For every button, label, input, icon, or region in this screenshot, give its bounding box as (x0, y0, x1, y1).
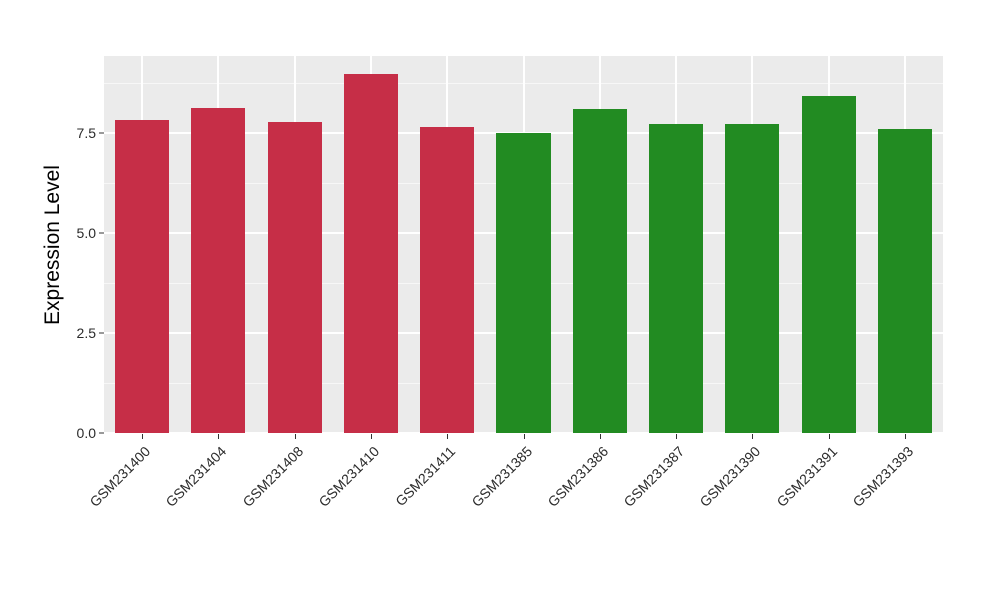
x-axis-tick-mark (523, 434, 525, 439)
bar (801, 95, 856, 433)
x-axis-tick-mark (218, 434, 220, 439)
bar (343, 73, 399, 433)
x-axis-tick-mark (294, 434, 296, 439)
x-axis-tick-label: GSM231404 (162, 443, 230, 510)
x-axis-tick-label: GSM231411 (392, 443, 459, 510)
bar-chart: Expression Level 0.0 2.5 5.0 7.5 GSM231400 G… (41, 0, 943, 580)
plot-panel (104, 56, 943, 433)
x-axis-tick-label: GSM231408 (239, 443, 306, 510)
y-axis-tick-label: 7.5 (76, 124, 96, 141)
bar (420, 126, 475, 433)
x-axis-tick-mark (370, 434, 372, 439)
x-axis-tick-label: GSM231385 (467, 443, 535, 510)
x-axis-tick-label: GSM231386 (544, 443, 612, 510)
y-axis-tick-mark (99, 432, 104, 434)
y-axis-tick-mark (99, 132, 104, 134)
y-axis-tick-label: 5.0 (76, 224, 96, 241)
x-axis-tick-label: GSM231410 (315, 443, 383, 510)
bar (267, 121, 322, 433)
bar (572, 108, 627, 433)
bar (496, 132, 551, 433)
x-axis-tick-label: GSM231387 (620, 443, 688, 510)
bar (648, 124, 704, 433)
x-axis-tick-label: GSM231390 (696, 443, 764, 510)
x-axis-tick-mark (752, 434, 754, 439)
y-axis-tick-mark (99, 232, 104, 234)
bar (191, 107, 246, 433)
x-axis-tick-mark (599, 434, 601, 439)
x-axis-tick-mark (828, 434, 830, 439)
y-axis-tick-mark (99, 332, 104, 334)
bar (115, 119, 170, 433)
x-axis-tick-mark (447, 434, 449, 439)
x-axis-tick-mark (142, 434, 144, 439)
y-axis-tick-label: 2.5 (76, 324, 96, 341)
bar (877, 128, 932, 433)
x-axis-tick-label: GSM231391 (772, 443, 840, 510)
x-axis-tick-label: GSM231393 (849, 443, 917, 510)
x-axis-tick-mark (904, 434, 906, 439)
y-axis-tick-label: 0.0 (76, 425, 96, 441)
x-axis-tick-mark (676, 434, 678, 439)
bar (725, 124, 780, 433)
y-axis-tick-labels: 0.0 2.5 5.0 7.5 (60, 0, 96, 580)
